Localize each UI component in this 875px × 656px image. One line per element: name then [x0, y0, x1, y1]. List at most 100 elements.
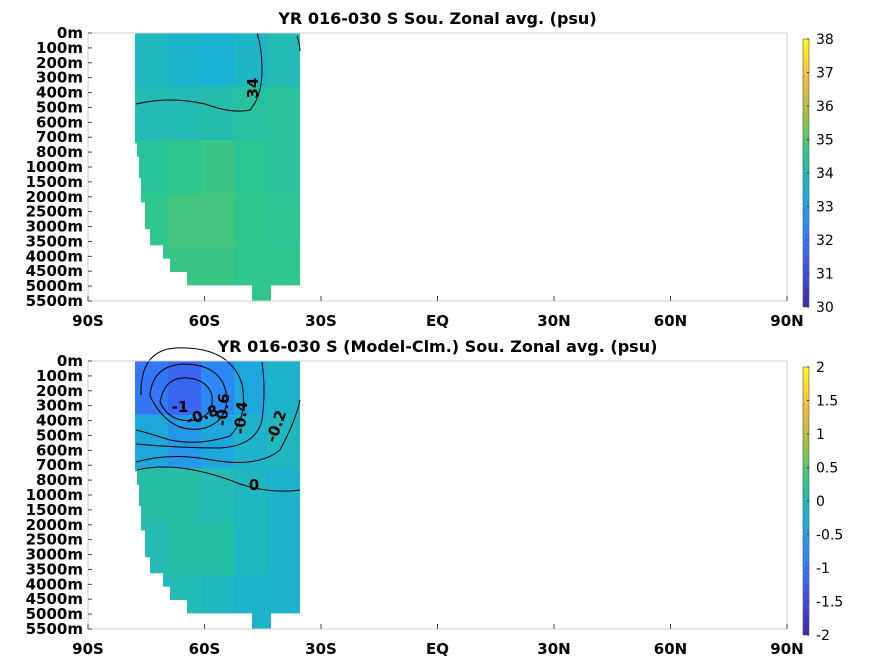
top-y-tick-label: 2500m — [26, 203, 83, 221]
top-y-tick-label: 500m — [36, 98, 83, 116]
top-field — [135, 33, 300, 302]
top-colorbar-tick-label: 32 — [816, 233, 834, 249]
top-field-cell — [234, 86, 268, 141]
bottom-contour-line — [135, 347, 244, 443]
top-x-tick-label: 90N — [770, 312, 803, 328]
top-title: YR 016-030 S Sou. Zonal avg. (psu) — [277, 9, 596, 28]
bottom-y-tick-label: 3000m — [26, 546, 83, 564]
top-y-tick-label: 300m — [36, 69, 83, 87]
bottom-contour-line — [149, 363, 228, 430]
bottom-contour-label: -0.6 — [213, 392, 234, 426]
top-y-tick-label: 2000m — [26, 188, 83, 206]
top-x-tick-label: 30S — [305, 312, 337, 328]
top-y-tick-label: 5000m — [26, 277, 83, 295]
top-field-cell — [168, 247, 202, 302]
bottom-field-cell — [201, 575, 235, 630]
bottom-field-cell — [201, 361, 235, 416]
bottom-y-tick-label: 4000m — [26, 575, 83, 593]
bottom-x-tick-label: 90S — [72, 640, 104, 656]
top-field-cell — [234, 140, 268, 195]
top-y-tick-label: 3500m — [26, 232, 83, 250]
top-x-tick-label: 90S — [72, 312, 104, 328]
bottom-colorbar-tick-label: 1 — [816, 427, 825, 443]
bottom-field-cell — [135, 468, 169, 523]
top-y-tick-label: 4000m — [26, 247, 83, 265]
salinity-anomaly-panel: YR 016-030 S (Model-Clm.) Sou. Zonal avg… — [0, 328, 875, 656]
top-colorbar-tick-label: 34 — [816, 166, 834, 182]
bottom-contour-line — [135, 399, 301, 463]
top-y-tick-label: 0m — [57, 24, 83, 42]
top-colorbar-tick-label: 33 — [816, 200, 834, 216]
bottom-colorbar-tick-label: -1.5 — [816, 595, 843, 611]
top-y-tick-label: 200m — [36, 54, 83, 72]
bottom-field-cell — [267, 414, 300, 469]
bottom-colorbar-tick-label: 2 — [816, 360, 825, 376]
salinity-chart: YR 016-030 S Sou. Zonal avg. (psu) 34 90S 6… — [26, 9, 834, 328]
bottom-y-tick-label: 800m — [36, 471, 83, 489]
top-colorbar-tick-label: 31 — [816, 267, 834, 283]
bottom-field-cell — [201, 468, 235, 523]
bottom-contour-label: -1 — [172, 398, 189, 416]
top-field-cell — [201, 140, 235, 195]
top-colorbar-tick-label: 37 — [816, 66, 834, 82]
bottom-field-cell — [135, 521, 169, 576]
top-field-cell — [168, 86, 202, 141]
top-field-cell — [267, 140, 300, 195]
bottom-colorbar-tick-label: 0 — [816, 494, 825, 510]
top-contour-line — [135, 32, 263, 112]
bottom-field-cell — [267, 468, 300, 523]
bottom-y-tick-label: 100m — [36, 367, 83, 385]
bottom-y-tick-label: 1000m — [26, 486, 83, 504]
top-y-tick-label: 400m — [36, 84, 83, 102]
top-field-cell — [267, 247, 300, 302]
top-field-cell — [267, 86, 300, 141]
top-colorbar-tick-label: 38 — [816, 32, 834, 48]
bottom-field-cell — [168, 468, 202, 523]
bottom-y-tick-label: 0m — [57, 352, 83, 370]
top-contour-label: 34 — [244, 78, 262, 99]
bottom-y-tick-label: 3500m — [26, 560, 83, 578]
top-y-tick-label: 100m — [36, 39, 83, 57]
bottom-colorbar-tick-label: -2 — [816, 628, 830, 644]
top-field-cell — [168, 140, 202, 195]
top-y-tick-label: 1500m — [26, 173, 83, 191]
top-field-cell — [135, 86, 169, 141]
top-colorbar-tick-label: 35 — [816, 133, 834, 149]
top-x-tick-label: EQ — [426, 312, 449, 328]
salinity-panel: YR 016-030 S Sou. Zonal avg. (psu) 34 90S 6… — [26, 9, 834, 328]
top-field-cell — [135, 33, 169, 88]
bottom-colorbar-tick-label: 0.5 — [816, 461, 838, 477]
top-contour-line — [296, 35, 301, 52]
bottom-field-cell — [234, 361, 268, 416]
bottom-contour-label: -0.4 — [231, 400, 252, 434]
top-field-cell — [135, 140, 169, 195]
bottom-y-tick-label: 2500m — [26, 531, 83, 549]
top-y-tick-label: 3000m — [26, 218, 83, 236]
top-field-cell — [201, 193, 235, 248]
bottom-contour-line — [159, 377, 213, 422]
bottom-field-cell — [168, 521, 202, 576]
top-y-tick-label: 800m — [36, 143, 83, 161]
top-field-cell — [267, 193, 300, 248]
top-x-tick-label: 30N — [537, 312, 570, 328]
bottom-x-tick-label: 90N — [770, 640, 803, 656]
top-field-cell — [234, 193, 268, 248]
bottom-colorbar-tick-label: 1.5 — [816, 394, 838, 410]
top-field-cell — [135, 193, 169, 248]
bottom-field-cell — [234, 521, 268, 576]
top-contours — [135, 32, 301, 112]
bottom-y-tick-label: 600m — [36, 441, 83, 459]
bottom-y-tick-label: 400m — [36, 412, 83, 430]
bottom-field-cell — [135, 414, 169, 469]
top-field-cell — [168, 33, 202, 88]
top-x-tick-label: 60S — [189, 312, 221, 328]
bottom-y-tick-label: 2000m — [26, 516, 83, 534]
top-field-cell — [201, 86, 235, 141]
bottom-y-tick-label: 200m — [36, 382, 83, 400]
bottom-y-tick-label: 4500m — [26, 590, 83, 608]
bottom-y-tick-label: 700m — [36, 456, 83, 474]
bottom-y-tick-label: 5500m — [26, 620, 83, 638]
bottom-y-tick-label: 500m — [36, 426, 83, 444]
bottom-y-tick-label: 1500m — [26, 501, 83, 519]
bottom-contours — [135, 347, 301, 492]
